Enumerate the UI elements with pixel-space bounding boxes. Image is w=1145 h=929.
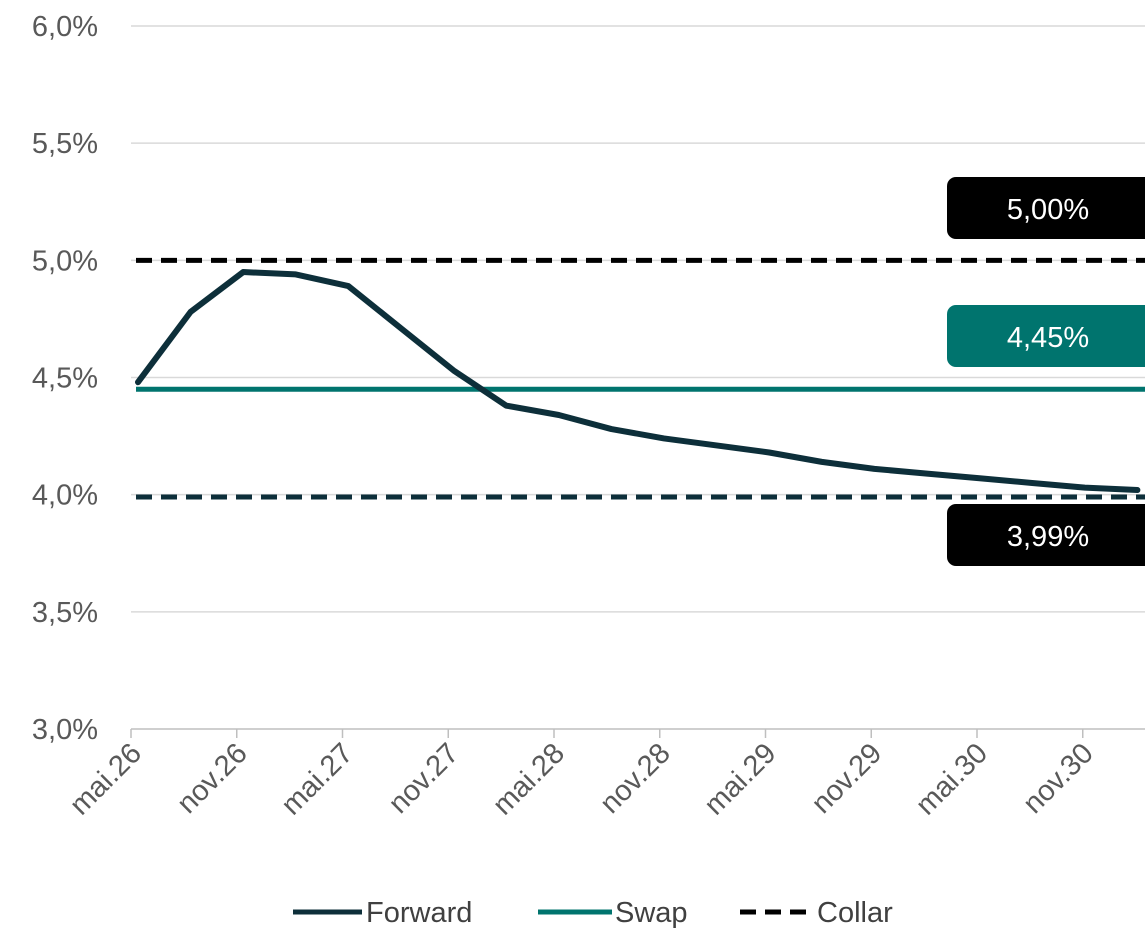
gridlines xyxy=(131,25,1145,730)
legend-item: Swap xyxy=(538,897,688,929)
badge-label: 5,00% xyxy=(1007,194,1089,226)
y-tick-label: 3,0% xyxy=(32,714,98,746)
y-tick-label: 6,0% xyxy=(32,11,98,43)
x-axis: mai.26 nov.26 mai.27 nov.27 mai.28 nov.28 mai.… xyxy=(64,729,1100,822)
y-tick-label: 4,5% xyxy=(32,363,98,395)
badge-background xyxy=(947,504,1145,566)
badge-label: 3,99% xyxy=(1007,521,1089,553)
y-tick-label: 3,5% xyxy=(32,597,98,629)
x-tick-label: mai.29 xyxy=(698,737,782,821)
value-badge: 5,00% xyxy=(947,177,1145,239)
value-badges: 5,00% 4,45% 3,99% xyxy=(947,177,1145,566)
y-tick-label: 4,0% xyxy=(32,480,98,512)
x-tick-label: nov.28 xyxy=(594,737,677,820)
badge-background xyxy=(947,305,1145,367)
y-axis-tick-labels: 3,0% 3,5% 4,0% 4,5% 5,0% 5,5% 6,0% xyxy=(32,11,98,746)
y-tick-label: 5,5% xyxy=(32,128,98,160)
legend-label: Swap xyxy=(615,897,688,929)
value-badge: 3,99% xyxy=(947,504,1145,566)
badge-label: 4,45% xyxy=(1007,322,1089,354)
x-tick-label: mai.30 xyxy=(910,737,994,821)
y-tick-label: 5,0% xyxy=(32,245,98,277)
badge-background xyxy=(947,177,1145,239)
series-layer xyxy=(135,257,1145,500)
x-tick-label: mai.28 xyxy=(487,737,571,821)
x-tick-label: nov.27 xyxy=(383,737,466,820)
legend-item: Collar xyxy=(740,897,893,929)
x-tick-label: nov.30 xyxy=(1017,737,1100,820)
x-tick-label: mai.27 xyxy=(275,737,359,821)
value-badge: 4,45% xyxy=(947,305,1145,367)
legend: Forward Swap Collar xyxy=(293,897,893,929)
legend-label: Collar xyxy=(817,897,893,929)
x-tick-label: nov.26 xyxy=(171,737,254,820)
forward-line xyxy=(135,269,1141,493)
legend-item: Forward xyxy=(293,897,472,929)
x-tick-label: mai.26 xyxy=(64,737,148,821)
legend-label: Forward xyxy=(366,897,472,929)
x-tick-label: nov.29 xyxy=(806,737,889,820)
